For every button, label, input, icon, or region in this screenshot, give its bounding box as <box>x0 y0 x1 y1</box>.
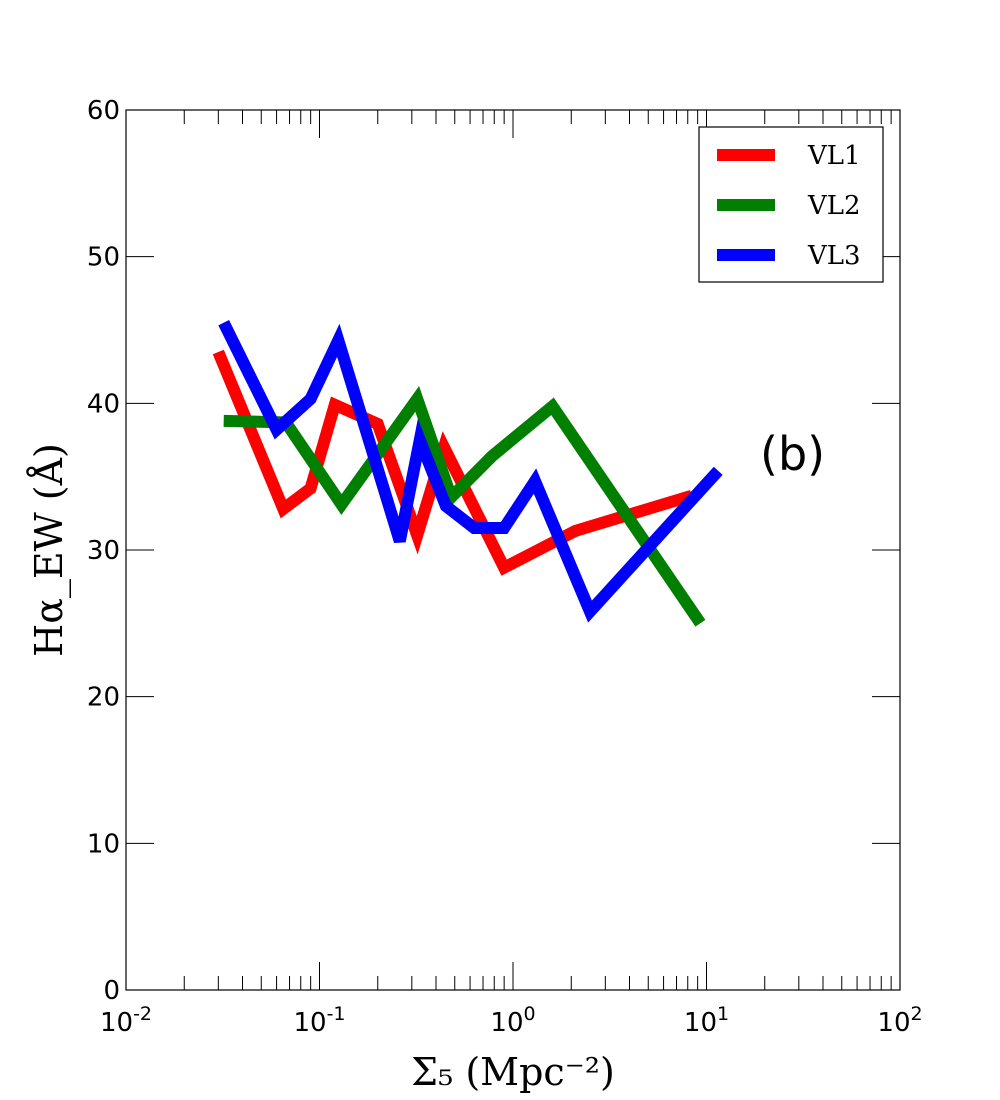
annotation-label: (b) <box>760 427 825 481</box>
y-axis-label: Hα_EW (Å) <box>27 443 72 657</box>
x-axis-label: Σ₅ (Mpc⁻²) <box>411 1050 615 1094</box>
y-tick-label: 40 <box>87 389 120 419</box>
minor-ticks <box>183 110 892 990</box>
series-lines <box>212 320 723 627</box>
legend-label-vl1: VL1 <box>807 141 861 171</box>
legend: VL1 VL2 VL3 <box>698 126 884 283</box>
x-tick-label: 102 <box>877 1003 922 1038</box>
y-tick-label: 30 <box>87 536 120 566</box>
major-ticks <box>125 109 901 991</box>
legend-label-vl2: VL2 <box>807 191 861 221</box>
x-tick-label: 100 <box>490 1003 535 1038</box>
y-tick-labels: 0 10 20 30 40 50 60 <box>87 96 120 1006</box>
y-tick-label: 60 <box>87 96 120 126</box>
y-tick-label: 0 <box>103 976 120 1006</box>
y-tick-label: 50 <box>87 243 120 273</box>
series-line-vl3 <box>218 320 723 623</box>
x-tick-label: 10-2 <box>100 1003 152 1038</box>
legend-label-vl3: VL3 <box>807 241 861 271</box>
x-tick-label: 101 <box>684 1003 729 1038</box>
x-tick-labels: 10-2 10-1 100 101 102 <box>100 1003 923 1038</box>
series-line-vl1 <box>212 349 694 576</box>
y-tick-label: 20 <box>87 683 120 713</box>
y-tick-label: 10 <box>87 829 120 859</box>
x-tick-label: 10-1 <box>293 1003 345 1038</box>
series-line-vl2 <box>223 385 706 627</box>
